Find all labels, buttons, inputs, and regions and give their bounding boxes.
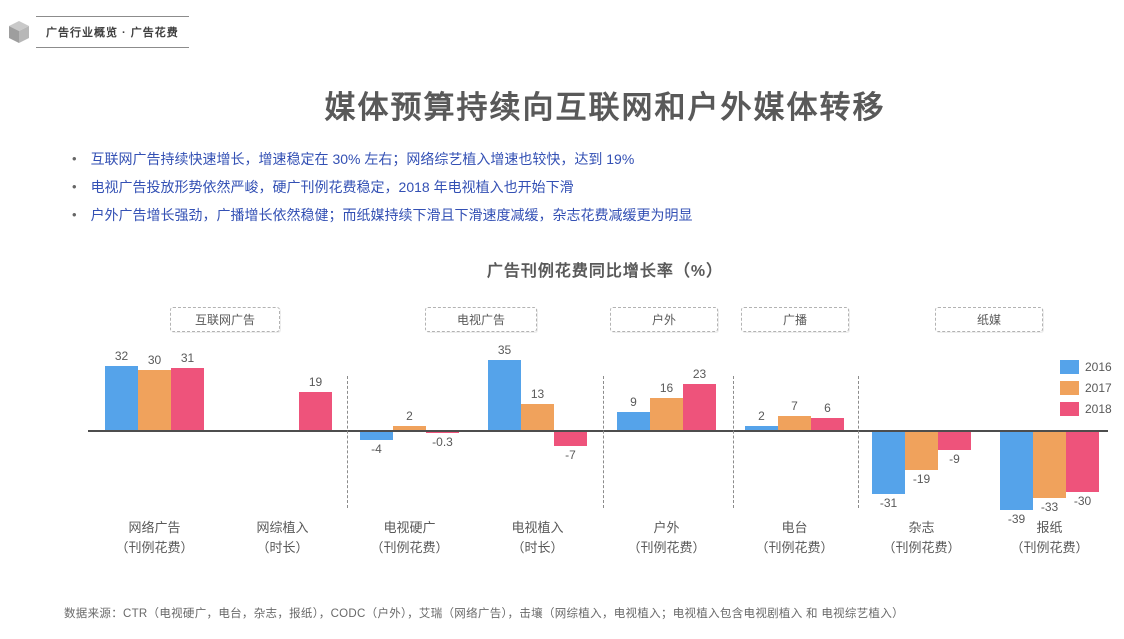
chart-bar [554, 432, 587, 446]
chart-bar [778, 416, 811, 430]
breadcrumb: 广告行业概览 · 广告花费 [36, 16, 189, 48]
bar-value-label: 23 [692, 367, 707, 381]
x-axis-line [88, 430, 1108, 432]
section-label: 互联网广告 [170, 307, 280, 332]
bar-value-label: 6 [824, 401, 831, 415]
bullet-text: 户外广告增长强劲，广播增长依然稳健；而纸媒持续下滑且下滑速度减缓，杂志花费减缓更… [90, 207, 693, 223]
legend-swatch [1060, 360, 1079, 374]
chart-bar [521, 404, 554, 430]
bar-value-label: -9 [949, 452, 960, 466]
chart-bar [683, 384, 716, 430]
legend-swatch [1060, 381, 1079, 395]
chart-bar [811, 418, 844, 430]
cube-logo-icon [8, 20, 30, 44]
bar-value-label: -7 [565, 448, 576, 462]
chart-bar [1000, 432, 1033, 510]
bar-value-label: -39 [1007, 512, 1026, 526]
bar-value-label: 2 [758, 409, 765, 423]
bar-value-label: -31 [879, 496, 898, 510]
bar-value-label: -30 [1073, 494, 1092, 508]
bar-value-label: 13 [530, 387, 545, 401]
bullet-dot-icon: • [72, 179, 77, 194]
bullet-item: • 电视广告投放形势依然严峻，硬广刊例花费稳定，2018 年电视植入也开始下滑 [72, 178, 1094, 196]
bullet-text: 电视广告投放形势依然严峻，硬广刊例花费稳定，2018 年电视植入也开始下滑 [90, 179, 574, 195]
chart-bar [938, 432, 971, 450]
bar-value-label: -19 [912, 472, 931, 486]
bullet-dot-icon: • [72, 207, 77, 222]
bullet-list: • 互联网广告持续快速增长，增速稳定在 30% 左右；网络综艺植入增速也较快，达… [72, 150, 1094, 234]
section-label: 广播 [741, 307, 849, 332]
chart-legend: 2016 2017 2018 [1060, 360, 1112, 423]
bar-value-label: 9 [630, 395, 637, 409]
section-label: 纸媒 [935, 307, 1043, 332]
bar-value-label: 16 [659, 381, 674, 395]
chart-bar [650, 398, 683, 430]
section-divider [733, 376, 734, 508]
chart-bar [105, 366, 138, 430]
legend-label: 2017 [1085, 381, 1112, 395]
section-divider [603, 376, 604, 508]
bar-value-label: -0.3 [432, 435, 453, 449]
category-label: 报纸 （刊例花费） [1010, 520, 1089, 555]
bar-value-label: 32 [114, 349, 129, 363]
bar-value-label: 31 [180, 351, 195, 365]
section-label: 电视广告 [425, 307, 537, 332]
chart-bar [1033, 432, 1066, 498]
bar-value-label: 35 [497, 343, 512, 357]
category-label: 杂志 （刊例花费） [882, 520, 961, 555]
chart-title: 广告刊例花费同比增长率（%） [486, 263, 724, 280]
category-label: 户外 （刊例花费） [627, 520, 706, 555]
bar-value-label: 7 [791, 399, 798, 413]
section-label: 户外 [610, 307, 718, 332]
legend-swatch [1060, 402, 1079, 416]
chart-bar [426, 432, 459, 433]
legend-label: 2016 [1085, 360, 1112, 374]
bullet-dot-icon: • [72, 151, 77, 166]
bar-value-label: 2 [406, 409, 413, 423]
category-label: 电视硬广 （刊例花费） [370, 520, 449, 555]
bar-chart: 互联网广告 电视广告 户外 广播 纸媒 32 30 31 网络广告 （刊例花费） 19 网综植入 （时长… [0, 288, 1124, 598]
legend-item: 2016 [1060, 360, 1112, 374]
chart-bar [393, 426, 426, 430]
chart-bar [138, 370, 171, 430]
section-divider [347, 376, 348, 508]
chart-bar [905, 432, 938, 470]
chart-bar [171, 368, 204, 430]
chart-bar [617, 412, 650, 430]
bar-value-label: -33 [1040, 500, 1059, 514]
chart-bar [745, 426, 778, 430]
chart-bar [299, 392, 332, 430]
bar-value-label: 19 [308, 375, 323, 389]
legend-label: 2018 [1085, 402, 1112, 416]
page-title: 媒体预算持续向互联网和户外媒体转移 [324, 90, 886, 125]
section-divider [858, 376, 859, 508]
bullet-item: • 互联网广告持续快速增长，增速稳定在 30% 左右；网络综艺植入增速也较快，达… [72, 150, 1094, 168]
bar-value-label: -4 [371, 442, 382, 456]
legend-item: 2017 [1060, 381, 1112, 395]
bar-value-label: 30 [147, 353, 162, 367]
source-note: 数据来源：CTR（电视硬广，电台，杂志，报纸），CODC（户外），艾瑞（网络广告… [64, 608, 904, 620]
legend-item: 2018 [1060, 402, 1112, 416]
bullet-text: 互联网广告持续快速增长，增速稳定在 30% 左右；网络综艺植入增速也较快，达到 … [90, 151, 635, 167]
category-label: 网综植入 （时长） [256, 520, 309, 555]
chart-bar [360, 432, 393, 440]
category-label: 网络广告 （刊例花费） [115, 520, 194, 555]
chart-bar [1066, 432, 1099, 492]
chart-bar [872, 432, 905, 494]
brand-block: 广告行业概览 · 广告花费 [8, 16, 189, 48]
category-label: 电视植入 （时长） [511, 520, 564, 555]
category-label: 电台 （刊例花费） [755, 520, 834, 555]
chart-bar [488, 360, 521, 430]
bullet-item: • 户外广告增长强劲，广播增长依然稳健；而纸媒持续下滑且下滑速度减缓，杂志花费减… [72, 206, 1094, 224]
